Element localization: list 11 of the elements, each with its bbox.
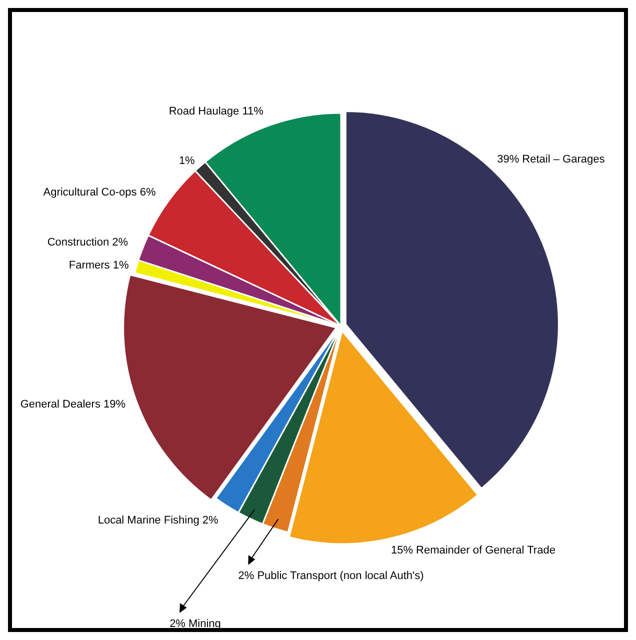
- slice-label: Farmers 1%: [68, 259, 129, 272]
- slice-label: General Dealers 19%: [20, 398, 126, 411]
- slice-label: Construction 2%: [47, 236, 128, 249]
- slice-label: Local Marine Fishing 2%: [98, 514, 219, 526]
- slice-label: 2% Mining: [170, 618, 221, 630]
- slice-label: 2% Public Transport (non local Auth's): [238, 570, 424, 582]
- slice-label: 1%: [178, 155, 196, 168]
- slice-label: 39% Retail – Garages: [497, 153, 606, 166]
- slice-label: Road Haulage 11%: [168, 106, 264, 118]
- slice-label: Agricultural Co-ops 6%: [43, 186, 156, 198]
- slice-label: 15% Remainder of General Trade: [390, 544, 556, 556]
